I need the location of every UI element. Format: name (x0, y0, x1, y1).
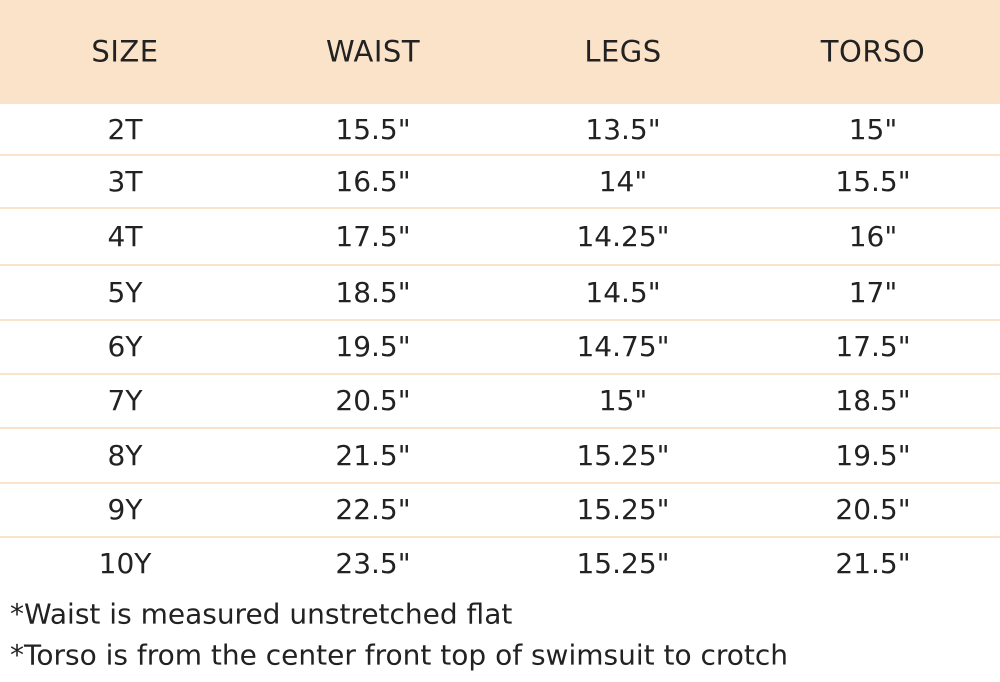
table-cell: 18.5" (835, 384, 911, 417)
table-cell: 14" (598, 164, 648, 198)
row-separator (0, 319, 1000, 321)
table-cell: 10Y (98, 546, 152, 580)
table-cell: 14.25" (576, 219, 670, 253)
table-cell: 15.5" (835, 164, 911, 198)
row-separator (0, 154, 1000, 156)
table-cell: 15.25" (576, 493, 670, 526)
row-separator (0, 482, 1000, 484)
table-cell: 9Y (107, 493, 143, 526)
table-cell: 15.25" (576, 438, 670, 472)
table-cell: 13.5" (585, 112, 661, 146)
table-cell: 18.5" (335, 275, 411, 309)
table-cell: 19.5" (835, 438, 911, 472)
table-cell: 17.5" (335, 219, 411, 253)
header-cell: TORSO (820, 34, 926, 69)
table-cell: 4T (107, 219, 143, 253)
table-cell: 7Y (107, 384, 143, 417)
header-cell: SIZE (91, 34, 159, 69)
table-cell: 17" (848, 275, 898, 309)
header-cell: WAIST (325, 34, 421, 69)
table-cell: 8Y (107, 438, 143, 472)
table-cell: 15.25" (576, 546, 670, 580)
row-separator (0, 536, 1000, 538)
table-cell: 16" (848, 219, 898, 253)
table-cell: 22.5" (335, 493, 411, 526)
row-separator (0, 427, 1000, 429)
row-separator (0, 207, 1000, 209)
table-cell: 21.5" (335, 438, 411, 472)
row-separator (0, 264, 1000, 266)
table-cell: 19.5" (335, 330, 411, 363)
table-cell: 6Y (107, 330, 143, 363)
table-cell: 14.5" (585, 275, 661, 309)
table-cell: 23.5" (335, 546, 411, 580)
table-cell: 15" (848, 112, 898, 146)
footnote: *Waist is measured unstretched flat (10, 597, 513, 631)
table-cell: 14.75" (576, 330, 670, 363)
table-cell: 16.5" (335, 164, 411, 198)
table-cell: 21.5" (835, 546, 911, 580)
table-cell: 17.5" (835, 330, 911, 363)
table-cell: 15" (598, 384, 648, 417)
footnote: *Torso is from the center front top of s… (10, 638, 789, 672)
table-cell: 20.5" (835, 493, 911, 526)
table-cell: 15.5" (335, 112, 411, 146)
header-cell: LEGS (584, 34, 662, 69)
table-cell: 3T (107, 164, 143, 198)
header-band (0, 0, 1000, 104)
table-cell: 5Y (107, 275, 143, 309)
table-cell: 20.5" (335, 384, 411, 417)
row-separator (0, 373, 1000, 375)
table-cell: 2T (107, 112, 143, 146)
